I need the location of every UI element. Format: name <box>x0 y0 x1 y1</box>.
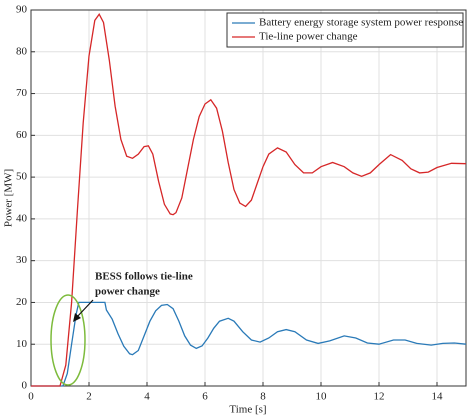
legend-box <box>226 12 464 48</box>
x-tick-label: 2 <box>86 391 92 403</box>
y-tick-label: 10 <box>16 338 28 350</box>
x-tick-label: 6 <box>202 391 208 403</box>
x-axis-label: Time [s] <box>229 404 266 416</box>
highlight-ellipse <box>50 294 86 386</box>
plot-frame <box>30 9 467 387</box>
y-tick-label: 60 <box>16 129 28 141</box>
annotation-arrow <box>75 299 94 319</box>
plot: 0 2 4 6 8 10 12 14 0 10 20 30 40 50 60 70 80 90 Battery en… <box>16 4 467 403</box>
annotation: power change <box>95 286 160 298</box>
x-tick-label: 8 <box>260 391 266 403</box>
x-tick-label: 12 <box>374 391 385 403</box>
annotation: BESS follows tie-line <box>95 271 193 283</box>
y-tick-label: 50 <box>16 171 28 183</box>
legend-label: Tie-line power change <box>259 31 358 43</box>
x-tick-label: 0 <box>28 391 34 403</box>
y-tick-label: 20 <box>16 296 28 308</box>
y-tick-label: 80 <box>16 45 28 57</box>
y-axis-label: Power [MW] <box>3 169 15 227</box>
legend-label: Battery energy storage system power resp… <box>259 17 463 29</box>
x-tick-label: 14 <box>432 391 444 403</box>
y-tick-label: 0 <box>22 380 28 392</box>
arrow-head <box>73 313 81 322</box>
y-tick-label: 30 <box>16 254 28 266</box>
x-tick-label: 4 <box>144 391 150 403</box>
y-tick-label: 70 <box>16 87 28 99</box>
y-tick-label: 90 <box>16 4 28 16</box>
x-tick-label: 10 <box>316 391 328 403</box>
y-tick-label: 40 <box>16 212 28 224</box>
line-series <box>31 301 467 387</box>
line-series <box>31 12 467 387</box>
